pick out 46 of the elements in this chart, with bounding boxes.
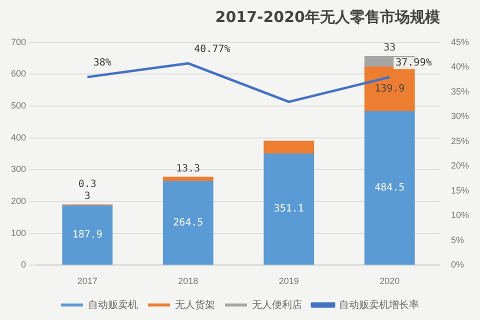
data-label: 264.5 (173, 217, 204, 228)
y2-tick-label: 25% (450, 136, 469, 146)
y-tick-label: 0 (21, 260, 26, 270)
bar (62, 205, 113, 265)
data-label: 3 (84, 191, 90, 202)
y-tick-label: 700 (10, 36, 26, 47)
y2-tick-label: 30% (450, 111, 469, 122)
y2-tick-label: 35% (450, 86, 469, 96)
bar (364, 66, 415, 111)
y2-tick-label: 20% (450, 160, 469, 171)
y2-tick-label: 15% (450, 185, 469, 196)
legend-label: 无人货架 (175, 298, 215, 311)
y2-tick-label: 45% (450, 36, 469, 47)
data-label: 13.3 (176, 163, 200, 174)
y-tick-label: 300 (10, 164, 26, 174)
y-tick-label: 200 (10, 196, 26, 206)
y2-tick-label: 0% (450, 260, 464, 270)
data-label: 484.5 (374, 182, 405, 194)
y2-tick-label: 10% (450, 210, 469, 220)
data-label: 37.99% (396, 58, 432, 69)
legend-label: 无人便利店 (252, 298, 302, 311)
y2-tick-label: 5% (450, 234, 464, 245)
bar (162, 181, 214, 265)
x-tick-label: 2017 (77, 276, 98, 286)
y-tick-label: 100 (10, 228, 26, 238)
legend-label: 自动贩卖机增长率 (339, 298, 419, 311)
data-label: 38% (93, 58, 112, 69)
bar (162, 176, 214, 182)
x-tick-label: 2020 (380, 276, 400, 286)
y2-tick-label: 40% (450, 62, 469, 72)
bar (364, 110, 415, 265)
x-tick-label: 2018 (178, 276, 198, 286)
y-tick-label: 500 (10, 100, 26, 111)
data-label: 33 (384, 42, 396, 54)
data-label: 351.1 (274, 204, 304, 215)
data-label: 187.9 (72, 230, 102, 241)
chart-title: 2017-2020年无人零售市场规模 (214, 7, 441, 28)
data-label: 139.9 (374, 83, 405, 94)
y-tick-label: 600 (10, 68, 26, 79)
bar (264, 153, 314, 265)
data-label: 40.77% (194, 44, 230, 55)
bar (264, 140, 314, 154)
y-tick-label: 400 (10, 132, 26, 142)
data-label: 0.3 (78, 178, 96, 190)
x-tick-label: 2019 (278, 276, 299, 286)
legend-label: 自动贩卖机 (88, 298, 138, 311)
